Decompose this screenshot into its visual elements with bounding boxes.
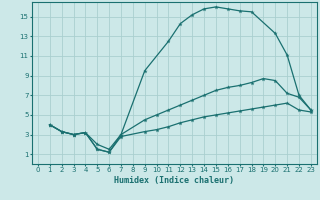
X-axis label: Humidex (Indice chaleur): Humidex (Indice chaleur) <box>115 176 234 185</box>
